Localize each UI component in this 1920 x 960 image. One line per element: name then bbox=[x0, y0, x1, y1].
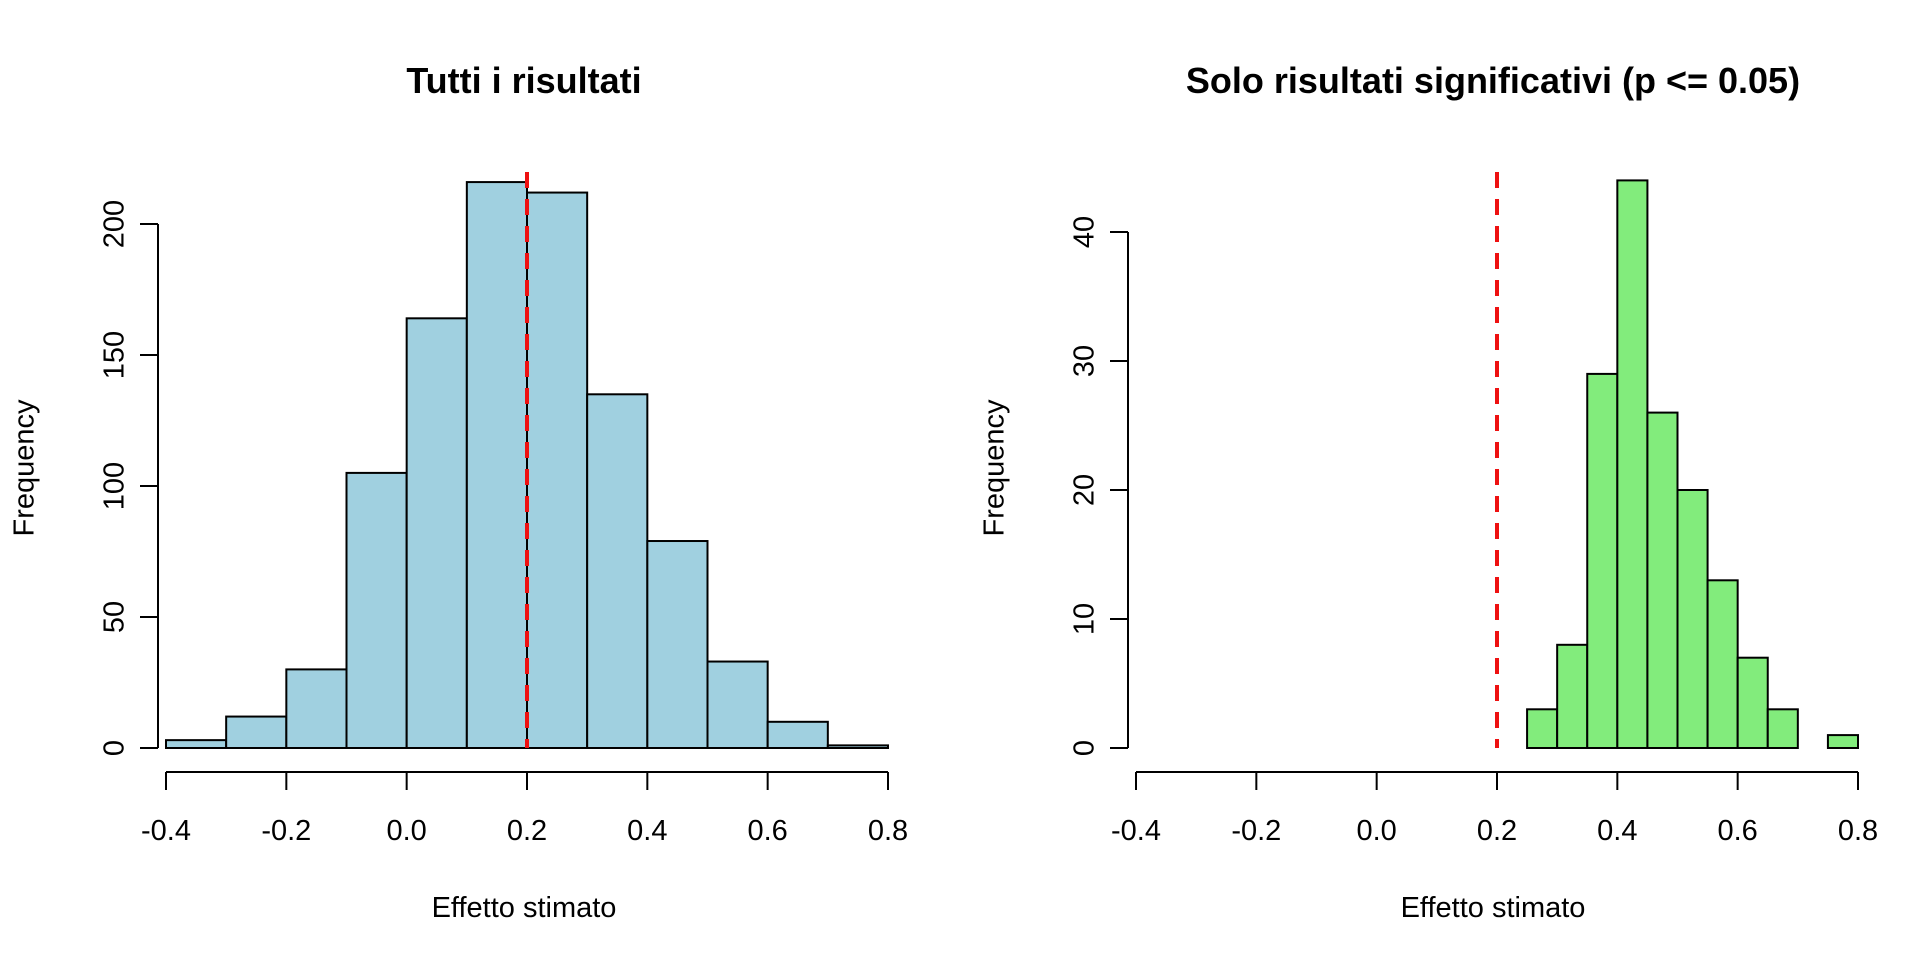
histogram-bar bbox=[285, 668, 348, 750]
histogram-bar bbox=[465, 181, 529, 749]
y-tick-label: 50 bbox=[99, 601, 131, 633]
y-axis-label: Frequency bbox=[9, 399, 41, 537]
y-tick-label: 150 bbox=[99, 331, 131, 379]
x-tick-label: 0.2 bbox=[1477, 815, 1517, 847]
x-tick-label: 0.6 bbox=[748, 815, 788, 847]
histogram-bar bbox=[1676, 489, 1709, 749]
histogram-bar bbox=[706, 660, 769, 749]
histogram-bar bbox=[1646, 411, 1679, 749]
histogram-bar bbox=[826, 744, 889, 750]
histogram-bar bbox=[1556, 643, 1589, 749]
chart-title: Tutti i risultati bbox=[406, 60, 641, 101]
histogram-bar bbox=[1736, 656, 1769, 750]
x-tick-label: 0.0 bbox=[1357, 815, 1397, 847]
histogram-bar bbox=[646, 540, 709, 750]
histogram-bar bbox=[1706, 579, 1739, 749]
histogram-bar bbox=[225, 715, 288, 749]
x-tick-label: -0.2 bbox=[261, 815, 311, 847]
y-tick-label: 200 bbox=[99, 200, 131, 248]
y-tick-label: 30 bbox=[1069, 345, 1101, 377]
x-axis-label: Effetto stimato bbox=[432, 892, 617, 924]
histogram-bar bbox=[586, 393, 649, 749]
x-tick-label: 0.0 bbox=[387, 815, 427, 847]
histogram-bar bbox=[1766, 708, 1799, 749]
histogram-bar bbox=[165, 739, 228, 750]
histogram-bar bbox=[1616, 179, 1649, 749]
panel-all-results: Tutti i risultati -0.4 -0.2 0.0 0.2 0.4 0.6 0.8… bbox=[9, 60, 909, 924]
y-tick-label: 100 bbox=[99, 462, 131, 510]
x-tick-label: 0.8 bbox=[868, 815, 908, 847]
y-tick-label: 40 bbox=[1069, 216, 1101, 248]
histogram-bar bbox=[1586, 372, 1619, 749]
x-axis-label: Effetto stimato bbox=[1401, 892, 1586, 924]
y-tick-label: 10 bbox=[1069, 603, 1101, 635]
y-axis-label: Frequency bbox=[979, 399, 1011, 537]
y-tick-label: 0 bbox=[99, 740, 131, 756]
chart-title: Solo risultati significativi (p <= 0.05) bbox=[1186, 60, 1800, 101]
panel-significant-results: Solo risultati significativi (p <= 0.05)… bbox=[979, 60, 1879, 924]
histogram-bar bbox=[1826, 734, 1859, 749]
histogram-bar bbox=[1526, 708, 1559, 749]
x-tick-label: -0.2 bbox=[1231, 815, 1281, 847]
y-tick-label: 20 bbox=[1069, 474, 1101, 506]
histogram-bar bbox=[405, 317, 468, 749]
histogram-bar bbox=[766, 720, 829, 749]
x-tick-label: 0.8 bbox=[1838, 815, 1878, 847]
x-tick-label: 0.2 bbox=[507, 815, 547, 847]
x-tick-label: -0.4 bbox=[1111, 815, 1161, 847]
histogram-bar bbox=[345, 471, 408, 749]
x-tick-label: 0.6 bbox=[1718, 815, 1758, 847]
histogram-bar bbox=[526, 191, 589, 749]
y-tick-label: 0 bbox=[1069, 740, 1101, 756]
x-tick-label: 0.4 bbox=[627, 815, 667, 847]
x-tick-label: -0.4 bbox=[141, 815, 191, 847]
x-tick-label: 0.4 bbox=[1597, 815, 1637, 847]
